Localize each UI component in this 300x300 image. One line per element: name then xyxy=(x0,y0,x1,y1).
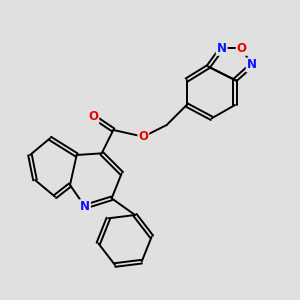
Text: N: N xyxy=(247,58,257,71)
Text: O: O xyxy=(138,130,148,143)
Text: O: O xyxy=(237,42,247,55)
Text: O: O xyxy=(88,110,98,123)
Text: N: N xyxy=(217,42,227,55)
Text: N: N xyxy=(80,200,90,213)
